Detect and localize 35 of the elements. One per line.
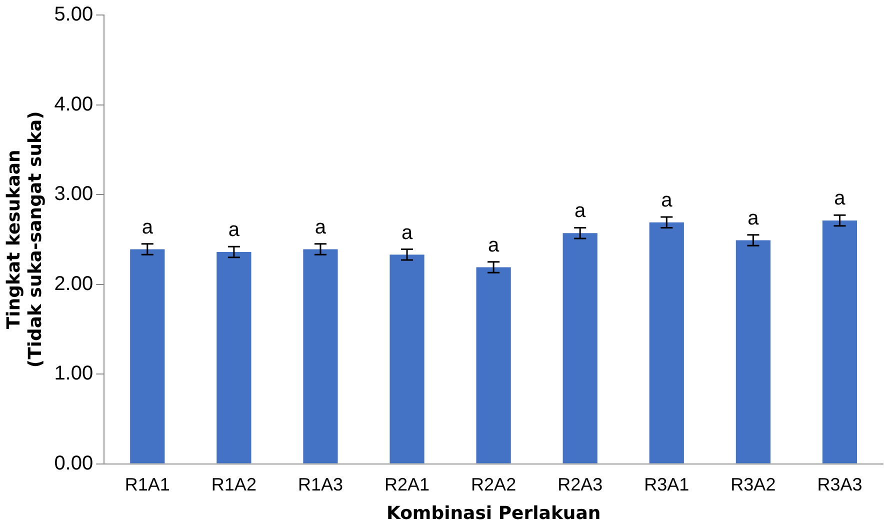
data-label: a [488, 234, 500, 256]
y-tick-label: 2.00 [54, 272, 94, 295]
x-tick-label: R3A3 [817, 474, 862, 495]
y-tick-label: 1.00 [54, 362, 94, 385]
bar [390, 254, 424, 464]
y-tick-label: 5.00 [54, 4, 94, 26]
data-label: a [401, 222, 414, 244]
x-tick-label: R2A2 [471, 474, 516, 495]
bar [476, 267, 511, 464]
data-label: a [142, 216, 154, 238]
data-label: a [834, 188, 846, 210]
x-tick-label: R3A1 [644, 474, 690, 495]
bar [649, 222, 684, 464]
y-axis-title: Tingkat kesukaan (Tidak suka-sangat suka) [3, 111, 46, 368]
x-tick-label: R3A2 [730, 474, 776, 495]
data-label: a [314, 216, 327, 238]
bar [562, 233, 598, 464]
x-tick-label: R1A1 [124, 474, 170, 495]
bar [216, 252, 252, 464]
data-label: a [228, 219, 240, 242]
bar [303, 249, 338, 464]
x-axis-title: Kombinasi Perlakuan [386, 502, 601, 524]
bar [736, 240, 770, 464]
y-tick-label: 3.00 [54, 183, 94, 206]
x-tick-label: R1A3 [298, 474, 343, 495]
data-label: a [574, 200, 587, 222]
bar [822, 220, 858, 464]
bar [130, 249, 165, 464]
y-tick-label: 4.00 [54, 93, 94, 116]
y-tick-label: 0.00 [54, 452, 94, 474]
x-tick-label: R2A1 [384, 474, 430, 495]
data-label: a [661, 189, 674, 212]
x-tick-label: R1A2 [211, 474, 256, 495]
x-tick-label: R2A3 [558, 474, 603, 495]
data-label: a [748, 207, 760, 230]
